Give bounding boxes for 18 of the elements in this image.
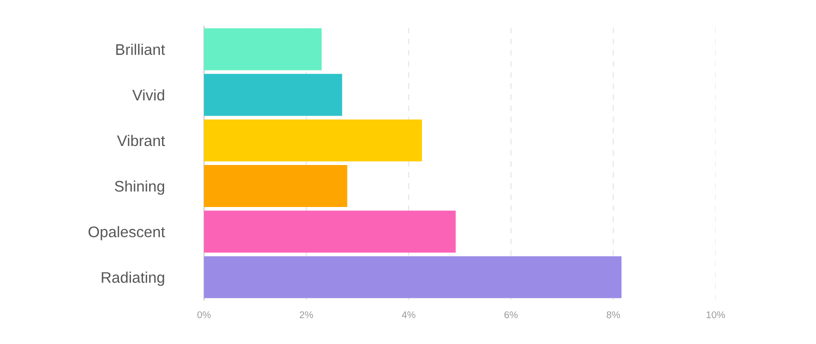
y-tick-label: Brilliant: [116, 44, 165, 55]
x-tick-label: 0%: [197, 311, 211, 318]
y-tick-label: Vibrant: [117, 134, 165, 146]
bar: [204, 210, 456, 253]
bar: [204, 256, 622, 298]
bar: [204, 165, 348, 207]
x-tick-label: 8%: [606, 311, 620, 318]
bar: [204, 119, 422, 162]
y-tick-label: Shining: [114, 180, 164, 195]
y-tick-label: Radiating: [102, 272, 164, 286]
x-tick-label: 4%: [402, 311, 416, 318]
x-tick-label: 6%: [504, 311, 518, 318]
x-tick-label: 2%: [300, 311, 314, 318]
y-tick-label: Opalescent: [88, 226, 166, 240]
bar: [204, 74, 342, 116]
x-tick-label: 10%: [706, 311, 726, 318]
bar: [204, 28, 322, 70]
y-tick-label: Vivid: [132, 89, 164, 101]
